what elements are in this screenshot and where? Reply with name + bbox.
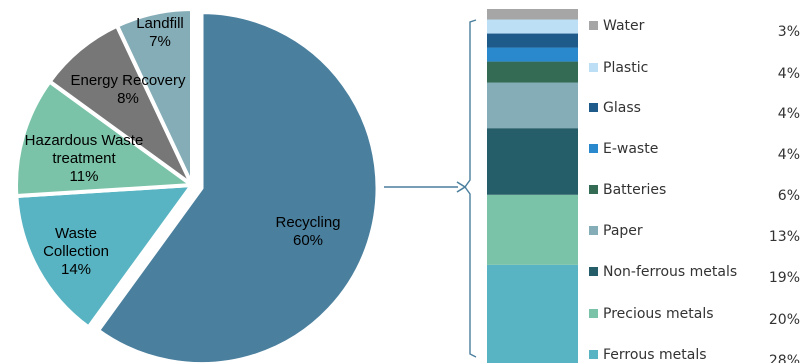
legend-label-paper: Paper — [603, 223, 643, 239]
legend-swatch-paper — [589, 226, 598, 235]
legend-value-ferrous-metals: 28% — [769, 353, 800, 363]
legend-swatch-water — [589, 21, 598, 30]
legend-swatch-ferrous-metals — [589, 350, 598, 359]
legend: Water 3% Plastic 4% Glass 4% E-waste 4% Batterie… — [589, 18, 800, 363]
legend-label-water: Water — [603, 18, 645, 34]
pie-label-hazardous-waste-treatment: treatment — [52, 150, 116, 167]
pie-label-waste-collection: Collection — [43, 243, 109, 260]
pie-label-energy-recovery: Energy Recovery — [70, 72, 186, 89]
pie-value-energy-recovery: 8% — [117, 90, 139, 107]
pie-label-recycling: Recycling — [275, 214, 340, 231]
legend-value-plastic: 4% — [778, 66, 800, 82]
legend-swatch-precious-metals — [589, 309, 598, 318]
legend-label-ferrous-metals: Ferrous metals — [603, 347, 707, 363]
legend-label-glass: Glass — [603, 100, 641, 116]
pie-label-landfill: Landfill — [136, 15, 184, 32]
legend-swatch-e-waste — [589, 144, 598, 153]
legend-value-glass: 4% — [778, 106, 800, 122]
stack-segment-glass — [487, 33, 578, 48]
pie-value-recycling: 60% — [293, 232, 323, 249]
stack-segment-water — [487, 9, 578, 20]
legend-label-non-ferrous-metals: Non-ferrous metals — [603, 264, 737, 280]
stack-segment-plastic — [487, 19, 578, 34]
legend-value-paper: 13% — [769, 229, 800, 245]
stacked-bar — [487, 9, 578, 363]
pie-label-hazardous-waste-treatment: Hazardous Waste — [25, 132, 144, 149]
stack-segment-batteries — [487, 61, 578, 83]
legend-label-batteries: Batteries — [603, 182, 666, 198]
connector-arrowhead — [456, 181, 467, 193]
legend-value-precious-metals: 20% — [769, 312, 800, 328]
stack-segment-paper — [487, 82, 578, 129]
breakdown-bracket — [464, 19, 477, 358]
stack-segment-e-waste — [487, 47, 578, 62]
legend-label-plastic: Plastic — [603, 60, 648, 76]
connector-arrow — [384, 181, 467, 193]
pie-slice-waste-collection — [14, 183, 194, 330]
pie-chart — [14, 7, 380, 363]
legend-swatch-glass — [589, 103, 598, 112]
stack-segment-precious-metals — [487, 194, 578, 265]
legend-value-non-ferrous-metals: 19% — [769, 270, 800, 286]
pie-slice-recycling — [96, 10, 380, 363]
pie-value-landfill: 7% — [149, 33, 171, 50]
stack-segment-non-ferrous-metals — [487, 128, 578, 195]
pie-value-hazardous-waste-treatment: 11% — [70, 168, 99, 185]
legend-value-water: 3% — [778, 24, 800, 40]
stack-segment-ferrous-metals — [487, 264, 578, 363]
pie-slice-landfill — [115, 7, 194, 187]
legend-label-precious-metals: Precious metals — [603, 306, 714, 322]
legend-value-e-waste: 4% — [778, 147, 800, 163]
pie-slice-hazardous-waste-treatment — [14, 79, 194, 199]
legend-swatch-non-ferrous-metals — [589, 267, 598, 276]
bracket-shape — [464, 19, 477, 358]
legend-swatch-batteries — [589, 185, 598, 194]
pie-label-waste-collection: Waste — [55, 225, 97, 242]
legend-value-batteries: 6% — [778, 188, 800, 204]
pie-value-waste-collection: 14% — [61, 261, 91, 278]
legend-swatch-plastic — [589, 63, 598, 72]
legend-label-e-waste: E-waste — [603, 141, 658, 157]
